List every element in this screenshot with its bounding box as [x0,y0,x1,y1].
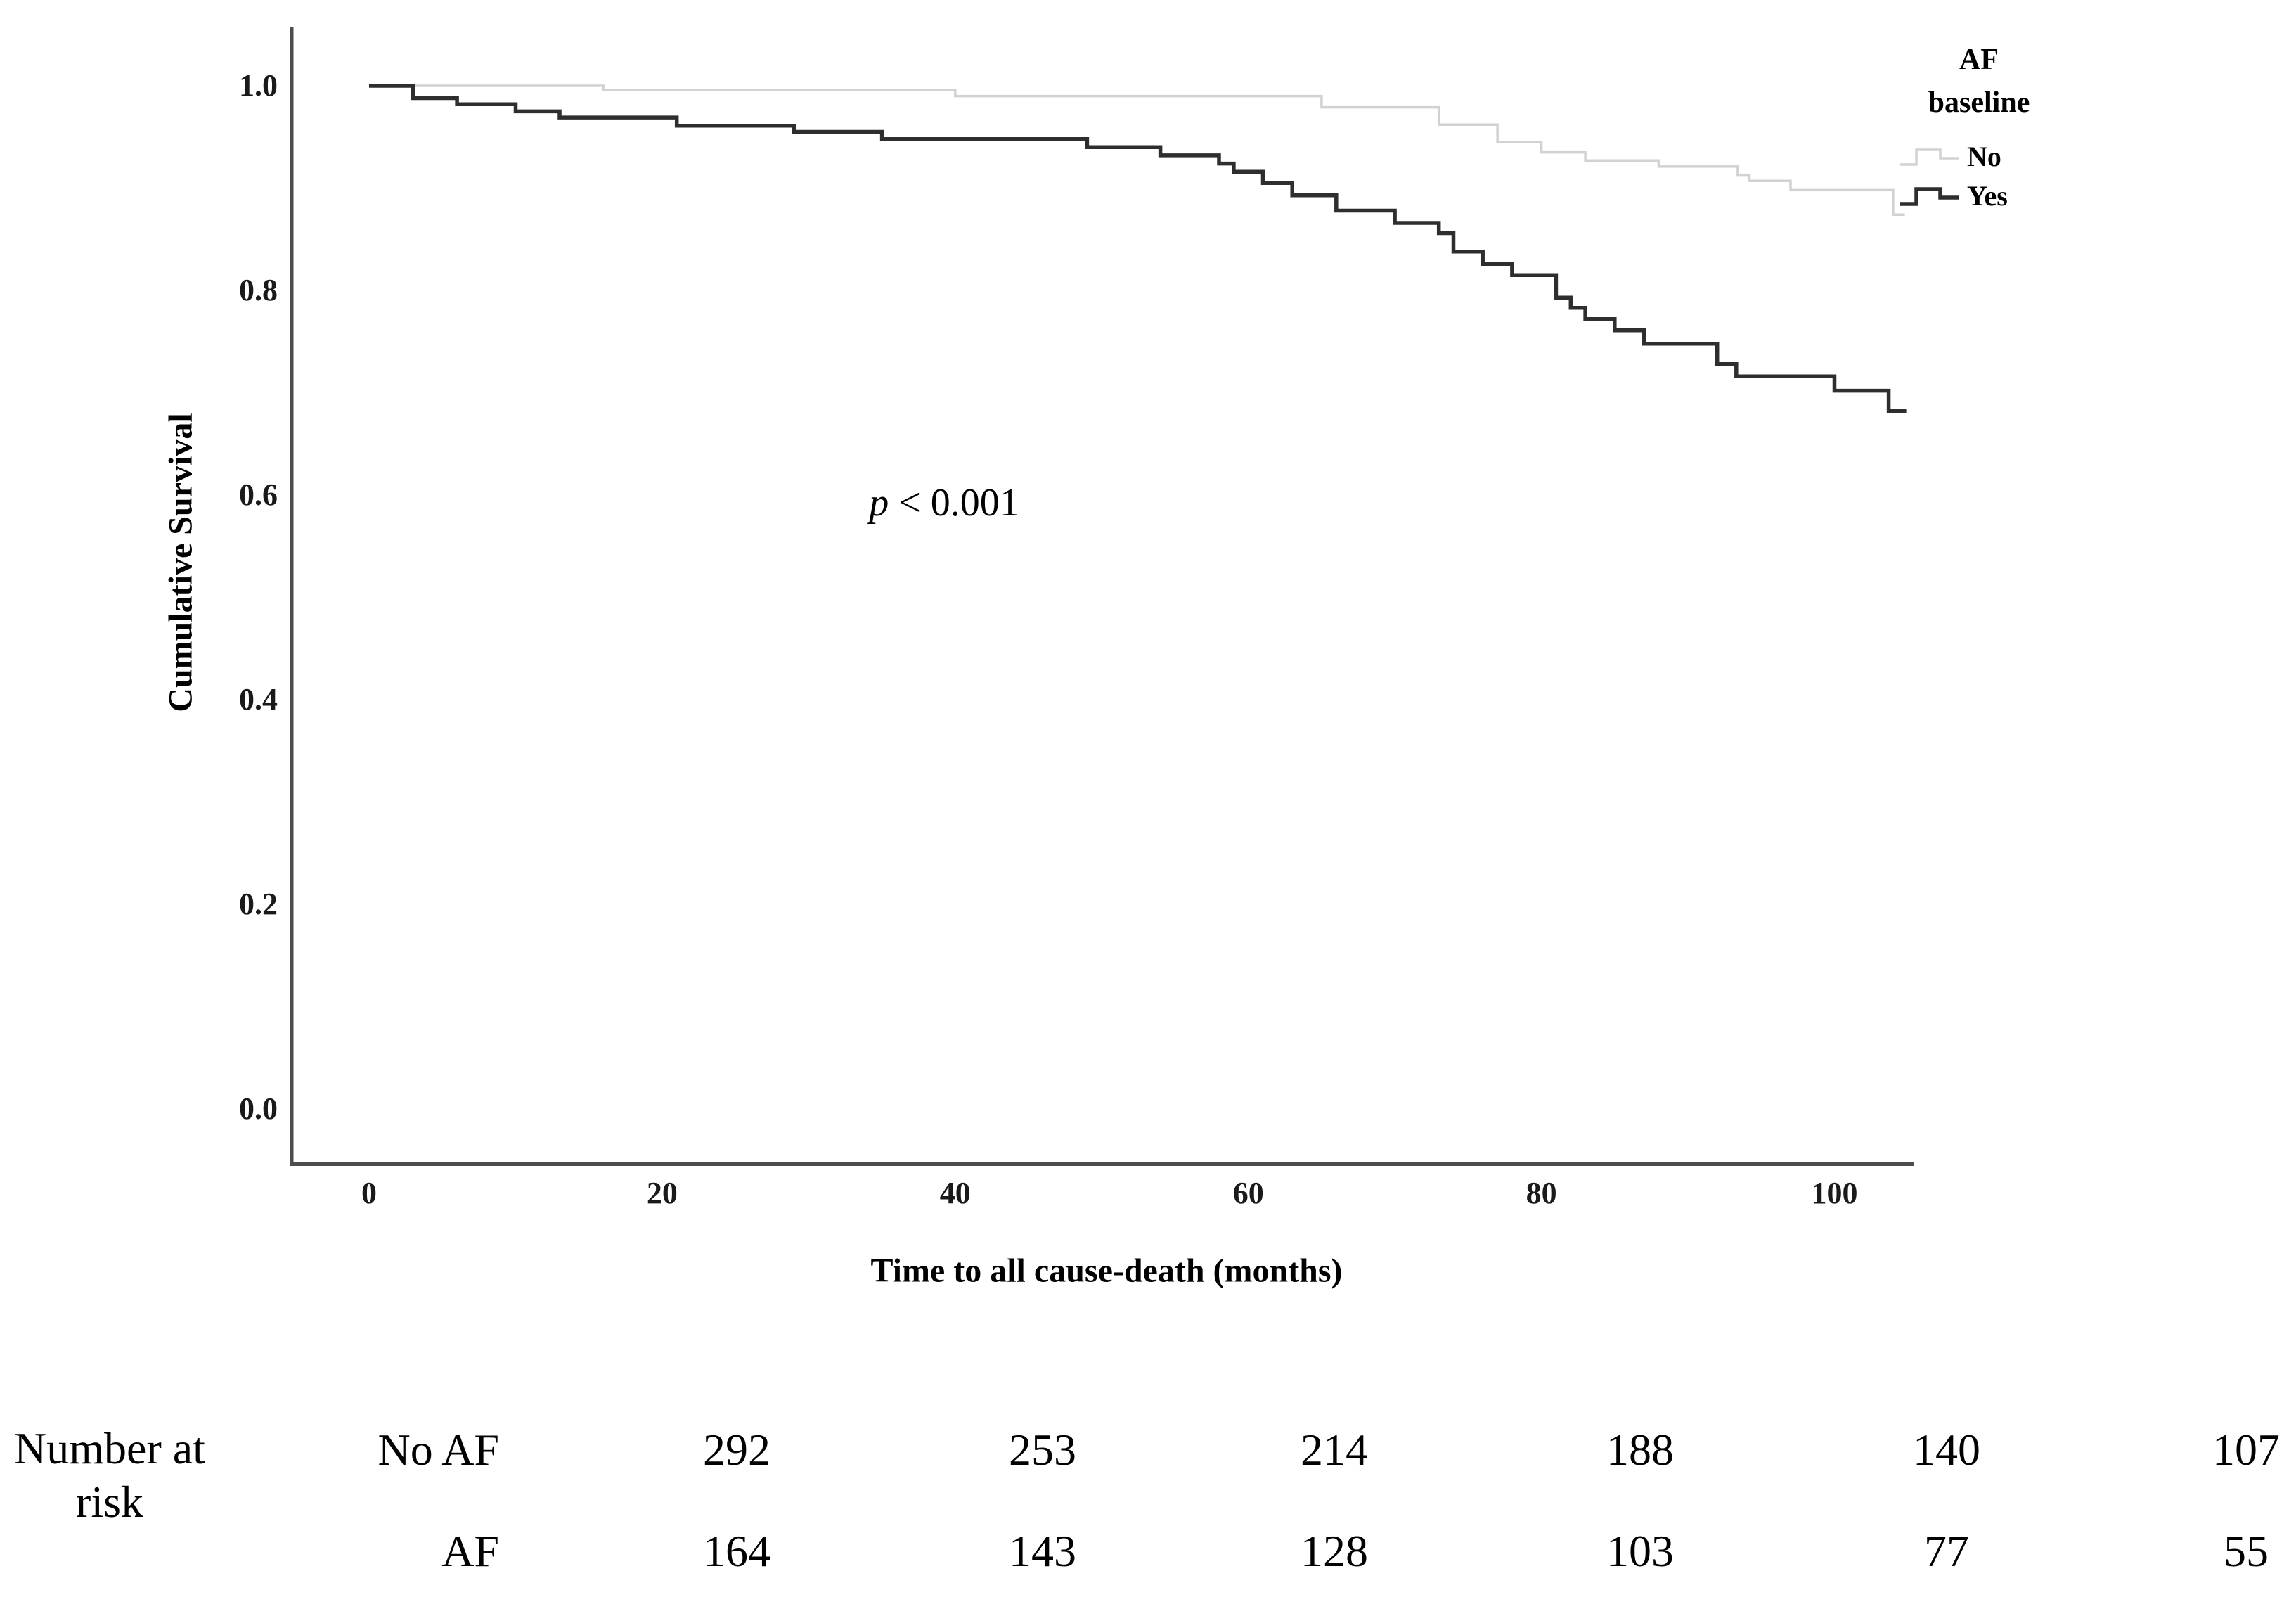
risk-value: 214 [1301,1425,1368,1475]
legend-items: No Yes [1898,137,2193,216]
y-tick-label: 0.2 [239,887,278,921]
legend-title-line1: AF [1959,44,1999,76]
x-tick-label: 80 [1526,1176,1557,1210]
x-tick-label: 0 [361,1176,377,1210]
p-value-text: < 0.001 [898,481,1019,525]
y-tick-label: 0.8 [239,273,278,307]
risk-value: 164 [703,1526,770,1576]
survival-curve-no [369,84,1905,217]
x-tick-label: 20 [646,1176,678,1210]
legend: AF baseline No Yes [1898,39,2193,216]
x-tick-label: 100 [1811,1176,1858,1210]
legend-step-icon [1900,187,1959,206]
y-tick-label: 0.4 [239,682,278,717]
x-tick-label: 40 [939,1176,971,1210]
risk-value: 107 [2212,1425,2280,1475]
legend-title-line2: baseline [1928,86,2030,119]
risk-value: 188 [1606,1425,1674,1475]
p-value-annotation: p < 0.001 [869,480,1019,525]
legend-item-label: Yes [1967,179,2008,212]
risk-value: 140 [1913,1425,1980,1475]
risk-value: 55 [2224,1526,2269,1576]
risk-value: 253 [1009,1425,1076,1475]
risk-table-header: Number at risk [4,1422,215,1528]
risk-value: 77 [1924,1526,1969,1576]
risk-header-line2: risk [76,1476,143,1527]
risk-row-label: No AF [378,1425,500,1475]
legend-item-no: No [1898,137,2193,177]
legend-item-label: No [1967,140,2001,172]
legend-step-icon [1900,148,1959,166]
km-plot [290,27,1914,1166]
y-tick-label: 1.0 [239,68,278,103]
x-axis-title: Time to all cause-death (months) [870,1252,1343,1290]
p-symbol: p [869,481,889,525]
y-tick-label: 0.6 [239,477,278,512]
risk-value: 292 [703,1425,770,1475]
y-axis-title: Cumulative Survival [162,413,200,712]
risk-row-label: AF [441,1526,499,1576]
legend-item-yes: Yes [1898,177,2193,216]
x-tick-label: 60 [1232,1176,1264,1210]
y-tick-label: 0.0 [239,1091,278,1126]
risk-value: 128 [1301,1526,1368,1576]
legend-title: AF baseline [1898,39,2060,124]
risk-value: 103 [1606,1526,1674,1576]
risk-header-line1: Number at [14,1423,205,1473]
risk-value: 143 [1009,1526,1076,1576]
survival-curve-yes [369,84,1907,413]
